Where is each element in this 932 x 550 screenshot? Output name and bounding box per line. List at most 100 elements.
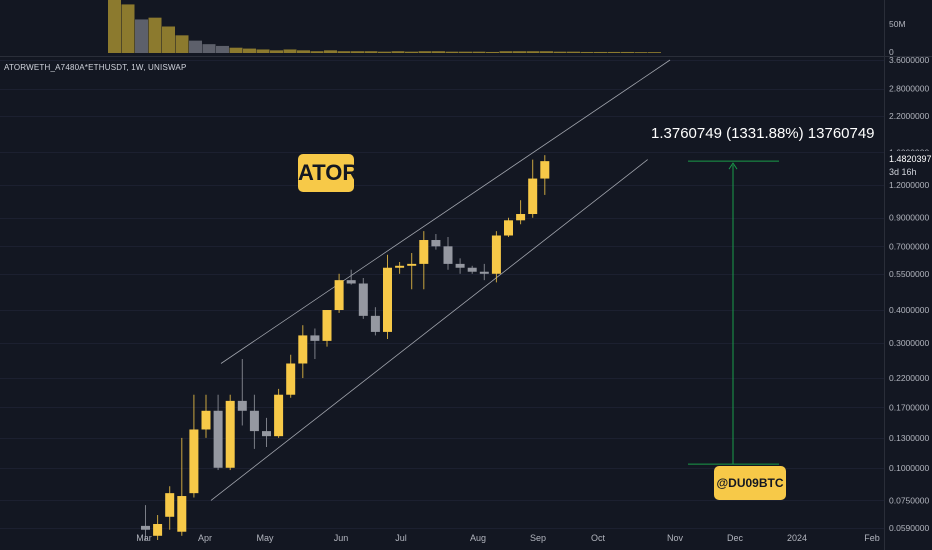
ator-label[interactable]: ATOR (298, 154, 358, 192)
candle-body (274, 394, 284, 437)
volume-bar (189, 40, 202, 53)
volume-bar (499, 51, 513, 53)
author-handle-label[interactable]: @DU09BTC (714, 466, 786, 500)
price-tick-label: 3.6000000 (889, 55, 929, 65)
candle-body (310, 335, 320, 341)
candle-body (419, 240, 429, 264)
candle-body (262, 431, 271, 437)
price-tick-label: 0.5500000 (889, 269, 929, 279)
last-price-value: 1.4820397 (889, 154, 932, 164)
candles (141, 155, 550, 540)
candle-body (165, 493, 175, 517)
time-tick-label: Oct (591, 533, 606, 543)
volume-bar (580, 51, 594, 53)
measure-readout: 1.3760749 (1331.88%) 13760749 (651, 125, 875, 142)
volume-bar (148, 17, 162, 54)
volume-bar (378, 51, 391, 53)
time-tick-label: Sep (530, 533, 546, 543)
volume-bar (391, 51, 405, 53)
volume-bar (432, 51, 445, 53)
volume-bar (634, 52, 648, 53)
candle-body (153, 524, 163, 536)
candle-body (491, 235, 501, 274)
candle-body (141, 525, 150, 530)
measure-tool[interactable] (688, 160, 779, 465)
volume-bar (513, 51, 526, 53)
price-axis[interactable]: 3.60000002.80000002.20000001.60000001.20… (889, 55, 929, 533)
time-tick-label: Nov (667, 533, 684, 543)
price-tick-label: 2.8000000 (889, 84, 929, 94)
candle-body (528, 178, 538, 215)
last-price-tag: 1.4820397 3d 16h (886, 151, 932, 179)
price-tick-label: 0.4000000 (889, 305, 929, 315)
candle-body (249, 410, 259, 432)
candle-body (383, 267, 392, 332)
time-tick-label: Jul (395, 533, 407, 543)
candle-body (395, 265, 405, 268)
trend-channel[interactable] (210, 59, 671, 501)
candle-body (540, 161, 550, 179)
candle-body (467, 267, 477, 272)
volume-bar (324, 50, 337, 53)
volume-bar (526, 51, 540, 53)
volume-bar (540, 51, 553, 53)
candle-body (225, 400, 235, 468)
candle-body (516, 214, 526, 221)
volume-bar (594, 51, 607, 53)
channel-lower-line (210, 159, 648, 501)
time-tick-label: Dec (727, 533, 744, 543)
candle-body (201, 410, 211, 430)
price-tick-label: 0.1300000 (889, 433, 929, 443)
volume-bar (472, 51, 486, 53)
time-tick-label: May (256, 533, 274, 543)
volume-bar (567, 51, 580, 53)
volume-bars (108, 0, 661, 54)
volume-bar (553, 51, 567, 53)
volume-bar (283, 49, 297, 53)
price-tick-label: 0.9000000 (889, 213, 929, 223)
last-price-countdown: 3d 16h (889, 167, 917, 177)
volume-bar (418, 51, 432, 53)
candle-body (177, 496, 187, 532)
volume-bar (364, 51, 378, 53)
price-tick-label: 0.3000000 (889, 338, 929, 348)
price-tick-label: 2.2000000 (889, 111, 929, 121)
volume-bar (445, 51, 459, 53)
volume-bar (121, 4, 135, 53)
channel-upper-line (220, 59, 671, 364)
volume-axis: 50M 0 (889, 19, 906, 57)
candle-body (443, 246, 453, 264)
volume-bar (135, 19, 148, 53)
volume-bar (229, 47, 243, 53)
time-axis[interactable]: Mar Apr May Jun Jul Aug Sep Oct Nov Dec 2024 Feb (136, 533, 880, 543)
candle-body (431, 240, 441, 247)
volume-tick-label: 50M (889, 19, 906, 29)
time-tick-label: Mar (136, 533, 152, 543)
price-tick-label: 0.0590000 (889, 523, 929, 533)
measure-arrowhead (728, 162, 738, 170)
volume-bar (607, 51, 621, 53)
time-tick-label: Apr (198, 533, 212, 543)
volume-bar (310, 51, 324, 53)
volume-bar (351, 51, 364, 53)
candle-body (479, 271, 489, 274)
candle-body (298, 335, 308, 364)
volume-bar (256, 49, 270, 53)
volume-bar (486, 51, 499, 53)
volume-bar (297, 50, 310, 53)
volume-bar (216, 45, 229, 53)
price-tick-label: 0.0750000 (889, 495, 929, 505)
volume-bar (162, 26, 175, 53)
price-tick-label: 0.2200000 (889, 373, 929, 383)
candle-body (358, 283, 368, 316)
volume-bar (405, 51, 418, 53)
time-tick-label: Jun (334, 533, 349, 543)
candle-body (189, 429, 199, 494)
symbol-title: ATORWETH_A7480A*ETHUSDT, 1W, UNISWAP (4, 63, 187, 72)
candle-body (407, 263, 417, 266)
time-tick-label: Aug (470, 533, 486, 543)
volume-tick-label: 0 (889, 47, 894, 57)
volume-bar (459, 51, 472, 53)
candle-body (213, 410, 223, 468)
